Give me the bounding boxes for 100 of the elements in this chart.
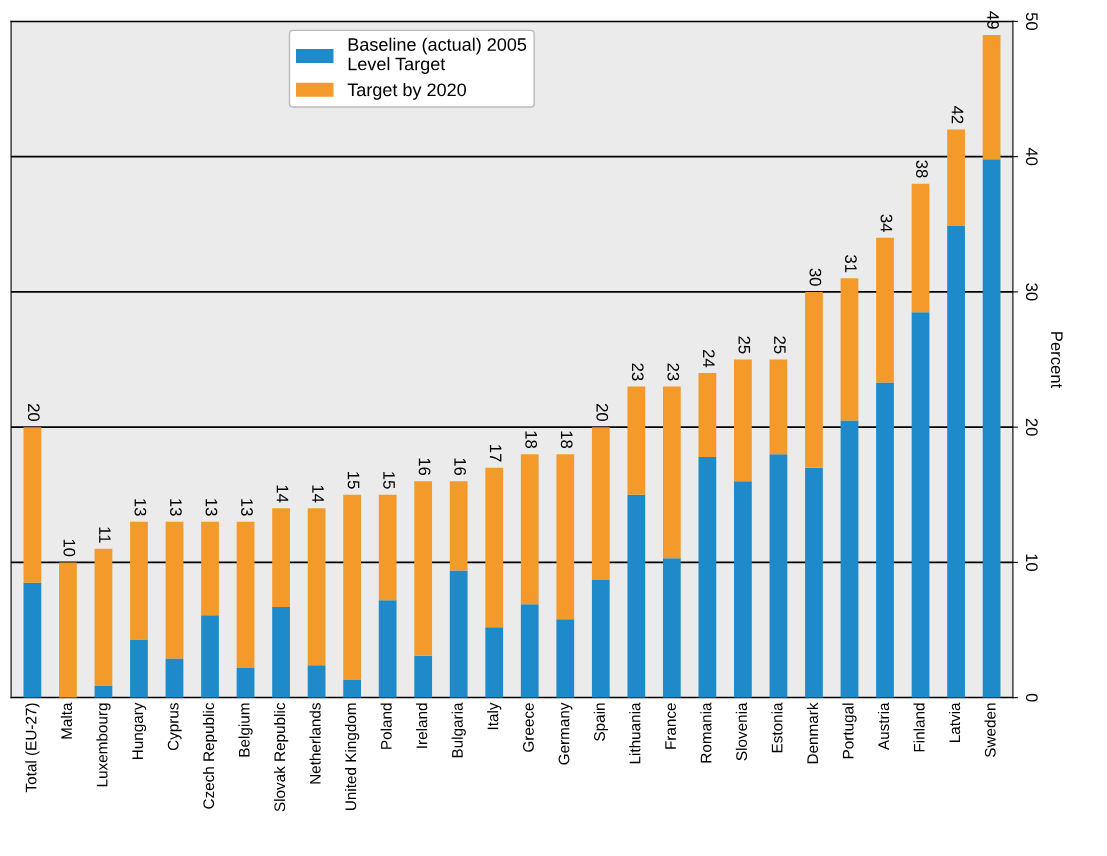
bar [165, 658, 184, 698]
total-label: 16 [454, 458, 467, 476]
total-label: 42 [951, 106, 964, 124]
x-tick-label: Romania [700, 702, 712, 763]
total-label: 15 [383, 472, 395, 489]
y-tick-label: 40 [1025, 147, 1038, 166]
bar [307, 665, 326, 698]
x-tick-label: France [665, 703, 676, 749]
bar [201, 615, 219, 698]
y-tick-label: 0 [1025, 693, 1038, 702]
total-label: 23 [667, 363, 680, 381]
x-tick-label: Ireland [416, 703, 428, 748]
x-tick-label: Denmark [806, 702, 819, 764]
bar [911, 183, 930, 313]
bar [627, 386, 646, 495]
bar [414, 655, 433, 698]
total-label: 25 [773, 336, 786, 354]
total-label: 14 [312, 485, 324, 503]
bar [201, 521, 219, 616]
bar [591, 427, 610, 580]
total-label: 13 [134, 499, 147, 516]
bar [556, 619, 575, 698]
bar [272, 508, 290, 608]
bar [520, 454, 539, 605]
bar [556, 454, 575, 620]
total-label: 11 [99, 527, 111, 543]
y-tick-label: 50 [1025, 12, 1038, 31]
bar [130, 521, 148, 640]
bar [236, 521, 255, 668]
x-tick-label: Cyprus [167, 703, 182, 751]
x-tick-label: Lithuania [629, 702, 641, 764]
bar [378, 494, 397, 601]
x-tick-label: Germany [558, 702, 573, 765]
total-label: 13 [241, 499, 253, 516]
bar [769, 359, 788, 455]
legend-label: Target by 2020 [347, 82, 466, 100]
bar [911, 312, 930, 698]
x-tick-label: Luxembourg [96, 703, 111, 787]
legend-label: Baseline (actual) 2005 Level Target [348, 37, 527, 74]
total-label: 24 [703, 349, 715, 368]
x-tick-label: Total (EU-27) [25, 703, 40, 793]
bar [59, 562, 77, 698]
x-tick-label: Malta [60, 702, 73, 739]
bar [378, 600, 397, 698]
x-tick-label: Estonia [771, 702, 783, 753]
total-label: 38 [916, 160, 928, 178]
x-tick-label: Finland [913, 703, 925, 752]
bar [343, 680, 361, 698]
x-tick-label: Poland [380, 703, 392, 749]
x-tick-label: Austria [877, 702, 890, 751]
bar [734, 359, 752, 482]
x-tick-label: Sweden [984, 703, 996, 758]
bar [805, 467, 823, 698]
bar [840, 278, 859, 421]
bar [947, 129, 965, 226]
bar [307, 508, 326, 666]
bar [662, 558, 681, 698]
x-tick-label: Bulgaria [451, 702, 466, 758]
bar [343, 494, 361, 681]
x-tick-label: Spain [593, 703, 608, 741]
total-label: 10 [63, 539, 76, 557]
y-axis-title: Percent [1050, 332, 1063, 389]
x-tick-label: Hungary [132, 702, 147, 759]
x-tick-label: Greece [523, 703, 534, 752]
total-label: 31 [845, 255, 857, 273]
x-tick-label: Slovenia [735, 702, 748, 761]
bar [23, 427, 42, 583]
x-tick-label: Slovak Republic [273, 702, 289, 812]
total-label: 13 [205, 499, 218, 516]
bar [449, 481, 468, 571]
bar [840, 420, 859, 698]
y-tick-label: 20 [1025, 418, 1038, 436]
bar [698, 373, 717, 457]
total-label: 13 [170, 499, 182, 516]
x-tick-label: United Kingdom [345, 703, 360, 811]
bar [94, 548, 113, 686]
bar [485, 467, 504, 628]
total-label: 17 [489, 445, 502, 462]
y-tick-label: 30 [1025, 283, 1038, 301]
x-tick-label: Latvia [948, 702, 961, 743]
x-tick-label: Portugal [842, 703, 857, 759]
bar [769, 454, 788, 698]
total-label: 23 [631, 363, 644, 381]
bar [662, 386, 681, 559]
y-tick-label: 10 [1025, 554, 1038, 572]
x-tick-label: Italy [487, 702, 502, 730]
total-label: 18 [525, 431, 538, 449]
x-tick-label: Belgium [238, 703, 253, 757]
bar [485, 627, 504, 698]
total-label: 20 [596, 404, 609, 422]
total-label: 34 [880, 214, 893, 232]
total-label: 20 [27, 404, 40, 422]
total-label: 25 [738, 336, 751, 354]
bar [627, 494, 646, 698]
bar [876, 382, 894, 698]
bar [414, 481, 433, 656]
total-label: 18 [560, 431, 573, 449]
bar [982, 34, 1001, 160]
bar [520, 604, 539, 698]
bar [591, 579, 610, 698]
